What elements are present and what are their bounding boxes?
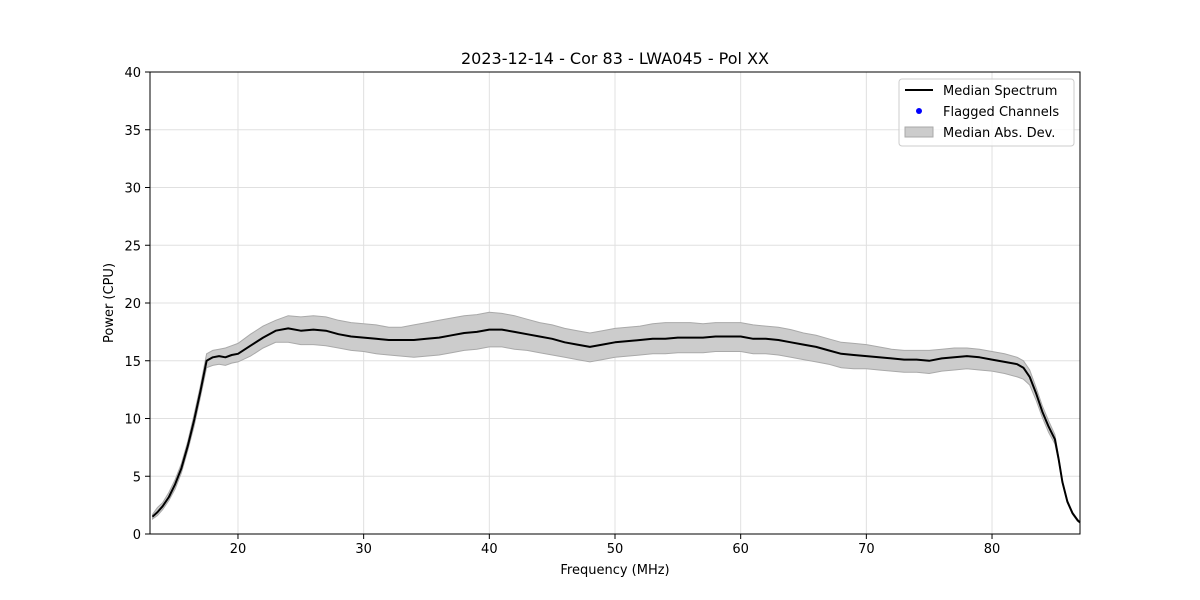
y-tick-label: 35 bbox=[124, 124, 141, 139]
x-tick-label: 50 bbox=[607, 542, 624, 557]
y-tick-label: 10 bbox=[124, 413, 141, 428]
y-tick-label: 0 bbox=[133, 528, 141, 543]
x-tick-label: 40 bbox=[481, 542, 498, 557]
y-axis-label: Power (CPU) bbox=[102, 263, 117, 343]
y-tick-label: 40 bbox=[124, 66, 141, 81]
x-tick-label: 60 bbox=[732, 542, 749, 557]
y-tick-label: 15 bbox=[124, 355, 141, 370]
chart-title: 2023-12-14 - Cor 83 - LWA045 - Pol XX bbox=[461, 49, 769, 68]
legend-flagged-swatch bbox=[916, 108, 922, 114]
median-spectrum-line bbox=[151, 327, 1081, 524]
y-tick-label: 25 bbox=[124, 239, 141, 254]
legend: Median Spectrum Flagged Channels Median … bbox=[898, 78, 1075, 147]
legend-box bbox=[898, 78, 1075, 147]
x-tick-label: 20 bbox=[230, 542, 247, 557]
legend-flagged-label: Flagged Channels bbox=[943, 105, 1059, 120]
legend-median-label: Median Spectrum bbox=[943, 84, 1057, 99]
x-tick-label: 80 bbox=[984, 542, 1001, 557]
y-axis-ticks: 0 5 10 15 20 25 30 35 40 bbox=[124, 66, 150, 543]
legend-mad-swatch bbox=[904, 126, 934, 138]
y-tick-label: 30 bbox=[124, 182, 141, 197]
x-tick-label: 30 bbox=[355, 542, 372, 557]
y-tick-label: 5 bbox=[133, 470, 141, 485]
x-tick-label: 70 bbox=[858, 542, 875, 557]
x-axis-label: Frequency (MHz) bbox=[560, 563, 669, 578]
x-axis-ticks: 20 30 40 50 60 70 80 bbox=[230, 534, 1001, 557]
y-tick-label: 20 bbox=[124, 297, 141, 312]
legend-mad-label: Median Abs. Dev. bbox=[943, 126, 1055, 141]
